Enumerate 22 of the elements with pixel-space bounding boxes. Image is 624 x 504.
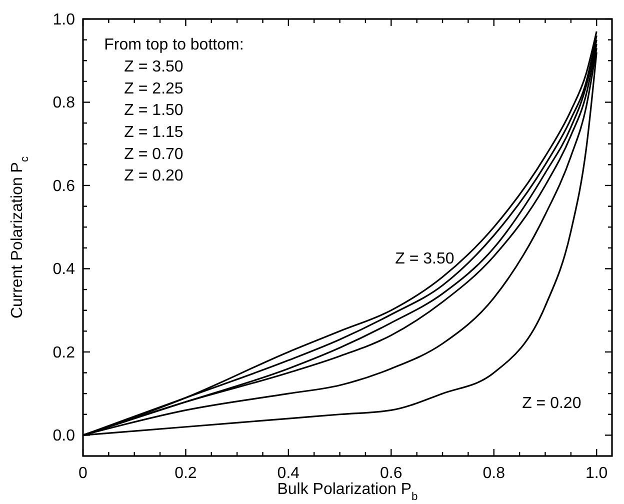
- y-tick-label: 0.8: [52, 94, 76, 112]
- annotation: Z = 0.20: [522, 394, 582, 412]
- annotation: Z = 1.50: [124, 102, 184, 120]
- y-tick-label: 0.6: [52, 178, 76, 195]
- annotation: Z = 3.50: [395, 250, 454, 268]
- annotation: Z = 0.70: [124, 146, 184, 163]
- annotation: Z = 3.50: [124, 58, 184, 76]
- x-tick-label: 1.0: [585, 465, 608, 482]
- x-axis-title: Bulk Polarization P$_{b}$: [277, 481, 418, 503]
- x-tick-label: 0.4: [277, 465, 300, 482]
- x-tick-label: 0.2: [174, 465, 197, 482]
- annotation: Z = 0.20: [124, 168, 184, 185]
- y-tick-label: 0.0: [52, 428, 76, 445]
- annotation: Z = 2.25: [124, 80, 184, 98]
- y-tick-label: 0.4: [52, 261, 76, 278]
- y-tick-label: 1.0: [52, 12, 76, 28]
- y-tick-label: 0.2: [52, 344, 76, 362]
- x-tick-label: 0: [78, 465, 88, 482]
- x-tick-label: 0.8: [482, 465, 506, 482]
- annotation: From top to bottom:: [104, 36, 244, 54]
- x-tick-label: 0.6: [380, 465, 402, 482]
- annotation: Z = 1.15: [124, 124, 184, 141]
